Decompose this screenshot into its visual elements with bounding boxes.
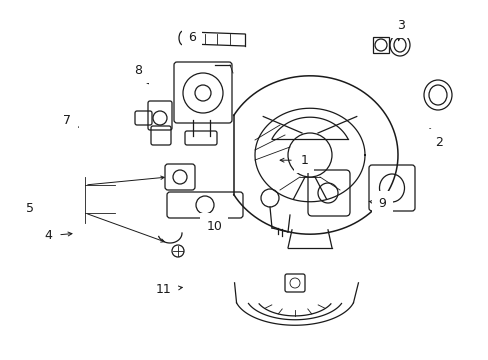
- Text: 4: 4: [44, 229, 72, 242]
- Text: 1: 1: [280, 154, 307, 167]
- Text: 8: 8: [134, 64, 148, 84]
- Text: 6: 6: [187, 31, 198, 46]
- Text: 11: 11: [156, 283, 182, 296]
- Text: 7: 7: [63, 114, 78, 127]
- Text: 3: 3: [396, 19, 404, 41]
- Text: 10: 10: [206, 218, 222, 233]
- Text: 5: 5: [25, 202, 34, 215]
- Text: 9: 9: [368, 197, 386, 210]
- Text: 2: 2: [429, 129, 442, 149]
